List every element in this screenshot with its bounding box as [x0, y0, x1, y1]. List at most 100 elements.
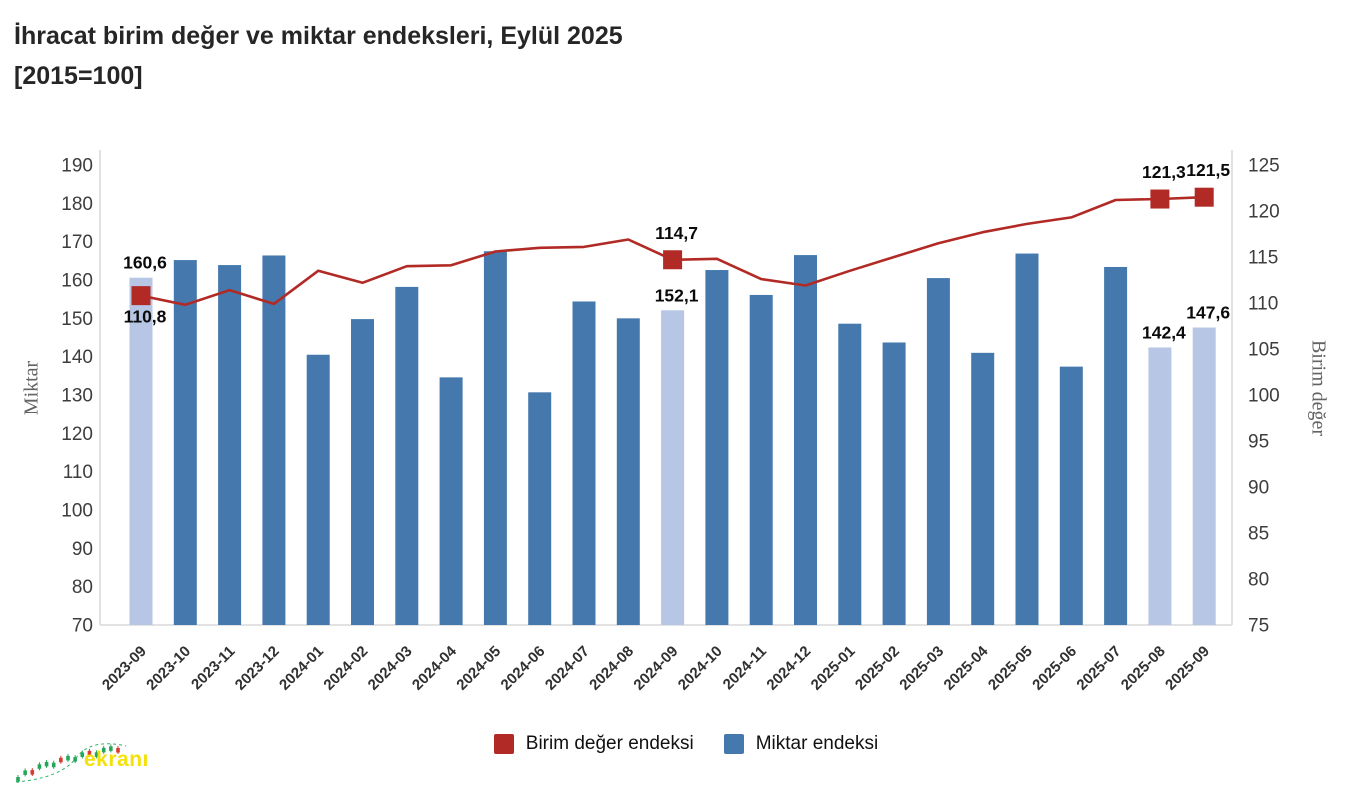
x-label-2025-02: 2025-02 — [852, 643, 903, 694]
left-axis-tick-130: 130 — [61, 386, 93, 407]
marker-2025-09 — [1194, 187, 1214, 207]
bar-2024-12 — [794, 255, 817, 626]
data-label-line-2025-09: 121,5 — [1186, 160, 1230, 180]
legend-swatch-blue-icon — [723, 734, 744, 754]
x-label-2025-07: 2025-07 — [1073, 643, 1124, 694]
watermark: ekranı — [6, 740, 176, 788]
bar-2025-05 — [1015, 253, 1039, 626]
x-label-2025-08: 2025-08 — [1118, 643, 1169, 694]
data-label-line-2023-09: 110,8 — [124, 307, 167, 327]
legend-swatch-red-icon — [493, 734, 514, 754]
x-label-2024-01: 2024-01 — [276, 643, 327, 694]
x-label-2025-01: 2025-01 — [808, 643, 859, 694]
bar-2024-01 — [306, 354, 330, 625]
data-label-bar-2025-09: 147,6 — [1186, 303, 1230, 323]
x-label-2024-07: 2024-07 — [542, 643, 593, 694]
bar-2023-12 — [262, 255, 286, 625]
right-axis-tick-110: 110 — [1248, 294, 1278, 315]
bar-2024-07 — [572, 301, 596, 625]
bar-2023-10 — [173, 260, 197, 625]
bar-2023-09 — [129, 277, 153, 625]
data-label-line-2024-09: 114,7 — [655, 223, 698, 243]
marker-2023-09 — [131, 286, 151, 306]
x-label-2024-11: 2024-11 — [720, 643, 770, 693]
x-label-2024-04: 2024-04 — [409, 642, 460, 693]
data-label-bar-2025-08: 142,4 — [1142, 322, 1186, 342]
right-axis-tick-100: 100 — [1248, 386, 1280, 407]
bar-2024-05 — [483, 251, 507, 625]
marker-2024-09 — [663, 250, 683, 270]
x-label-2023-11: 2023-11 — [188, 643, 238, 693]
legend-item-birim-deger: Birim değer endeksi — [493, 733, 694, 755]
watermark-text: ekranı — [84, 748, 149, 771]
right-axis-tick-90: 90 — [1248, 478, 1269, 499]
bar-2025-04 — [971, 352, 995, 625]
watermark-candlestick-icon — [15, 743, 127, 783]
chart-title: İhracat birim değer ve miktar endeksleri… — [14, 16, 623, 96]
bar-2024-11 — [749, 294, 773, 625]
right-axis-tick-95: 95 — [1248, 432, 1269, 453]
bar-2024-02 — [351, 319, 374, 625]
x-label-2025-06: 2025-06 — [1029, 643, 1080, 694]
bar-2025-06 — [1059, 366, 1083, 625]
left-axis-tick-180: 180 — [61, 194, 93, 215]
left-axis-tick-110: 110 — [63, 462, 93, 483]
x-label-2024-05: 2024-05 — [453, 643, 504, 694]
x-label-2025-05: 2025-05 — [985, 643, 1036, 694]
bar-2025-03 — [926, 278, 950, 625]
left-axis-tick-80: 80 — [72, 577, 93, 598]
bar-2024-06 — [528, 392, 552, 625]
left-axis-tick-160: 160 — [61, 271, 93, 292]
bar-2025-02 — [882, 342, 906, 625]
left-axis-tick-190: 190 — [61, 156, 93, 177]
legend-label-miktar: Miktar endeksi — [755, 733, 879, 754]
x-label-2024-06: 2024-06 — [498, 643, 549, 694]
x-label-2024-03: 2024-03 — [365, 643, 416, 694]
right-axis-tick-75: 75 — [1248, 616, 1269, 637]
right-axis-tick-105: 105 — [1248, 340, 1280, 361]
x-label-2025-09: 2025-09 — [1162, 643, 1213, 694]
bar-2025-09 — [1192, 327, 1216, 625]
bar-2024-04 — [439, 377, 463, 625]
bar-2024-10 — [705, 270, 729, 625]
x-label-2024-02: 2024-02 — [320, 643, 371, 694]
x-label-2024-12: 2024-12 — [763, 643, 814, 694]
x-label-2024-08: 2024-08 — [586, 643, 637, 694]
x-label-2024-10: 2024-10 — [675, 643, 726, 694]
bar-2025-01 — [838, 323, 862, 625]
left-axis-tick-170: 170 — [61, 232, 93, 253]
chart-title-line1: İhracat birim değer ve miktar endeksleri… — [14, 22, 623, 50]
x-label-2023-12: 2023-12 — [232, 643, 283, 694]
right-axis-tick-85: 85 — [1248, 524, 1269, 545]
left-axis-tick-70: 70 — [72, 616, 93, 637]
right-axis-tick-125: 125 — [1248, 156, 1280, 177]
data-label-line-2025-08: 121,3 — [1142, 162, 1186, 182]
bar-2023-11 — [218, 265, 242, 625]
right-axis-tick-120: 120 — [1248, 202, 1280, 223]
bar-2024-08 — [616, 318, 640, 625]
chart-title-line2: [2015=100] — [14, 62, 143, 90]
left-axis-tick-140: 140 — [61, 347, 93, 368]
left-axis-tick-150: 150 — [61, 309, 93, 330]
bar-2025-07 — [1104, 266, 1128, 625]
chart-legend: Birim değer endeksi Miktar endeksi — [0, 733, 1372, 755]
left-axis-tick-90: 90 — [72, 539, 93, 560]
marker-2025-08 — [1150, 189, 1170, 209]
x-label-2023-09: 2023-09 — [99, 643, 150, 694]
data-label-bar-2024-09: 152,1 — [655, 285, 699, 305]
x-label-2025-03: 2025-03 — [896, 643, 947, 694]
bar-2024-09 — [661, 310, 685, 625]
x-label-2025-04: 2025-04 — [941, 642, 992, 693]
legend-item-miktar: Miktar endeksi — [723, 733, 879, 755]
left-axis-tick-120: 120 — [61, 424, 93, 445]
bar-2025-08 — [1148, 347, 1172, 625]
right-axis-tick-80: 80 — [1248, 570, 1269, 591]
right-axis-tick-115: 115 — [1248, 248, 1278, 269]
bar-2024-03 — [395, 286, 419, 625]
x-label-2023-10: 2023-10 — [143, 643, 194, 694]
legend-label-birim-deger: Birim değer endeksi — [525, 733, 694, 754]
left-axis-tick-100: 100 — [61, 501, 93, 522]
data-label-bar-2023-09: 160,6 — [123, 253, 167, 273]
